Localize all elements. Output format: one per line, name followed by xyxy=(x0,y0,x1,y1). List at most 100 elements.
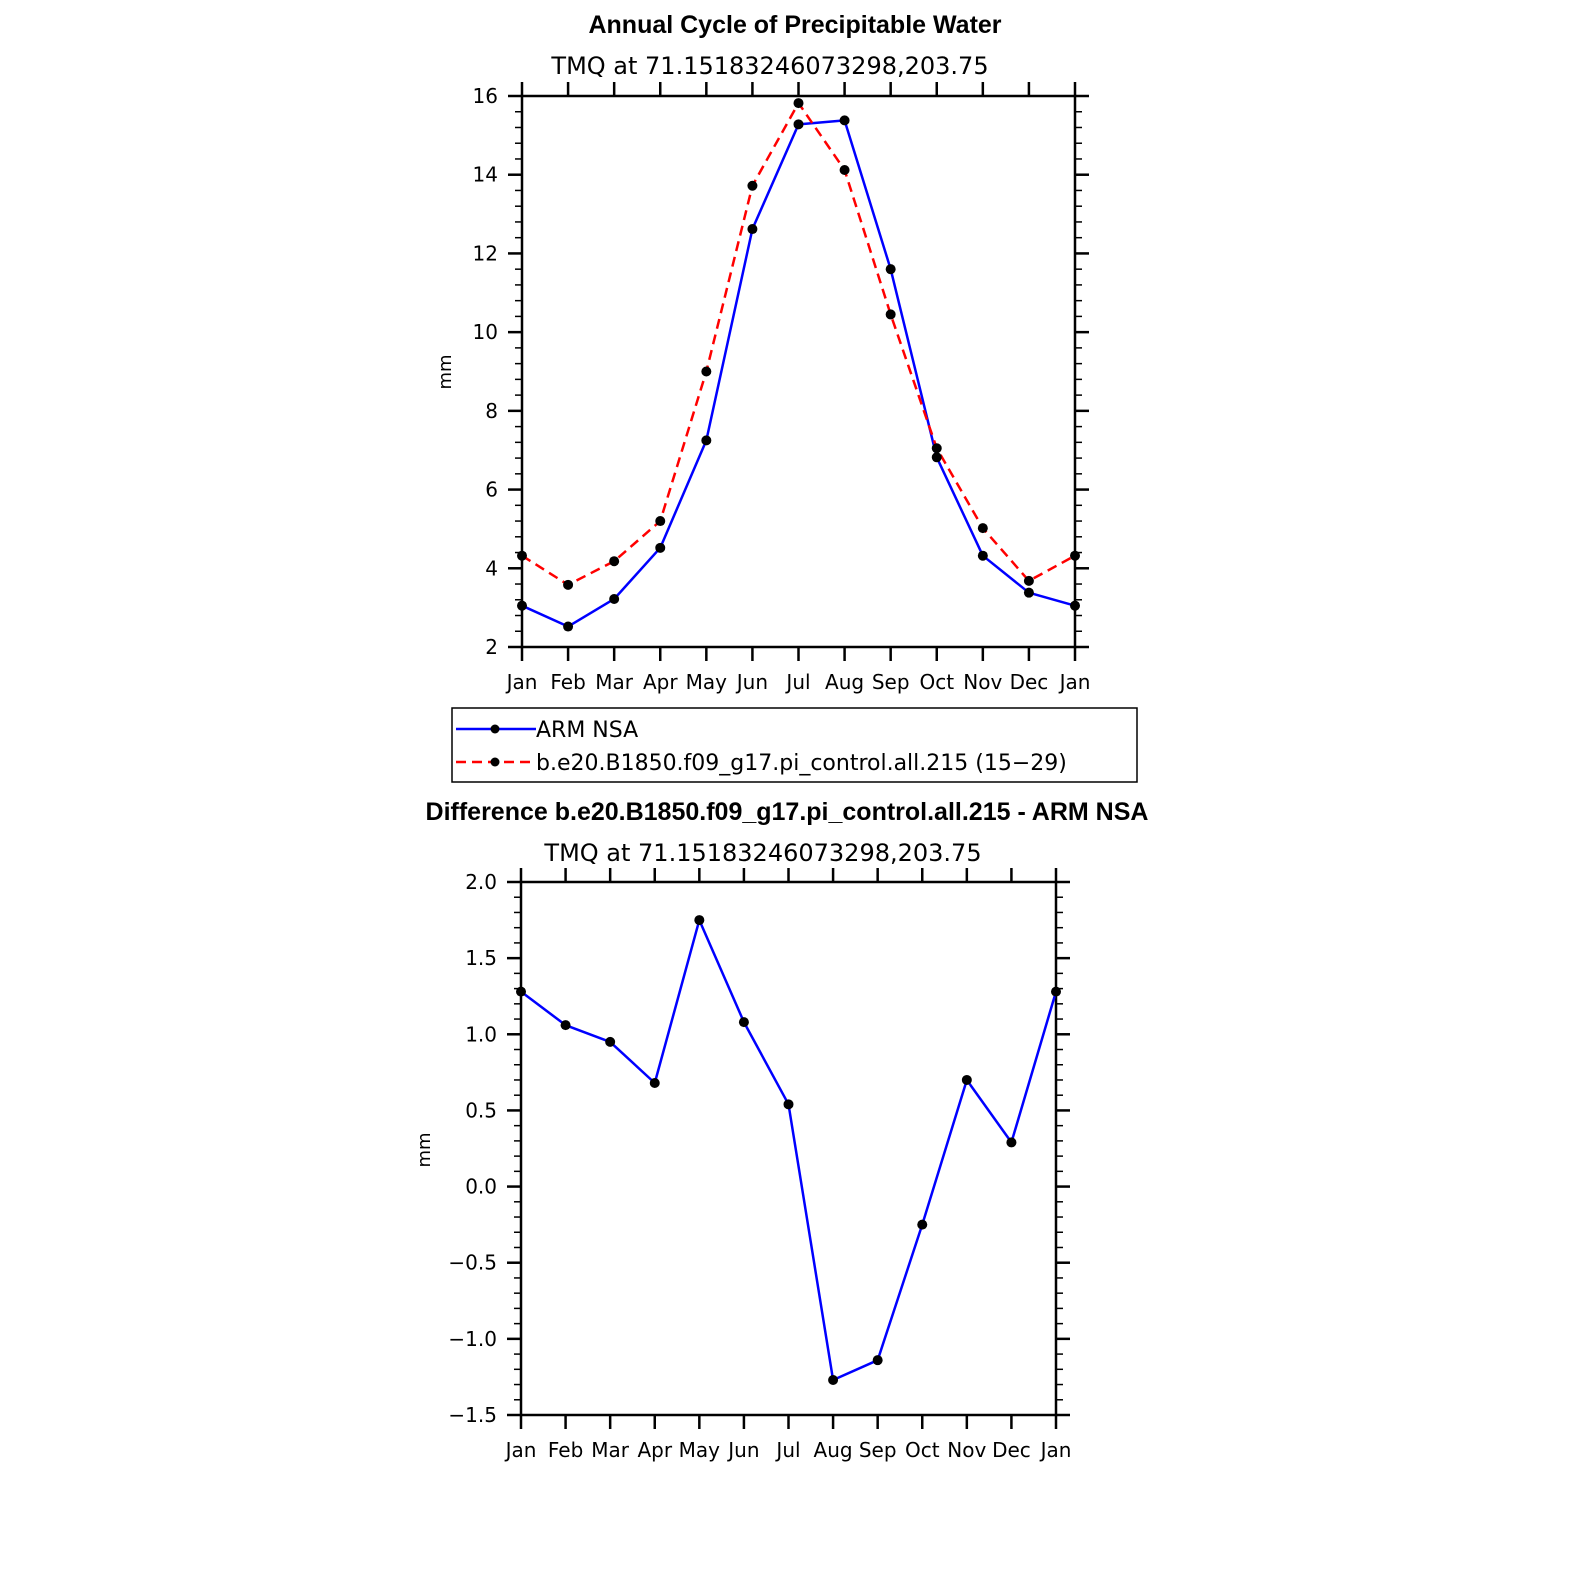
data-point-series0 xyxy=(517,600,527,611)
x-tick-label: Aug xyxy=(814,1438,853,1462)
data-point-series0 xyxy=(1006,1137,1017,1148)
data-point-series0 xyxy=(917,1219,928,1230)
x-tick-label: Jun xyxy=(726,1438,759,1462)
data-point-series1 xyxy=(1070,550,1080,561)
chart1-subtitle: TMQ at 71.15183246073298,203.75 xyxy=(550,52,988,80)
data-point-series0 xyxy=(605,1036,616,1047)
data-point-series1 xyxy=(517,550,527,561)
data-point-series1 xyxy=(977,523,988,534)
data-point-series0 xyxy=(793,119,804,130)
y-tick-label: 1.5 xyxy=(465,946,497,970)
annual-cycle-chart: Annual Cycle of Precipitable Water TMQ a… xyxy=(435,11,1138,783)
x-tick-label: Jan xyxy=(1039,1438,1072,1462)
data-point-series0 xyxy=(694,915,705,926)
legend-marker-arm-nsa xyxy=(490,724,500,734)
x-tick-label: Mar xyxy=(595,670,634,694)
data-point-series1 xyxy=(793,98,804,109)
y-tick-label: 4 xyxy=(485,556,498,580)
data-point-series1 xyxy=(1023,575,1034,586)
data-point-series1 xyxy=(885,309,896,320)
data-point-series0 xyxy=(516,986,526,997)
data-point-series1 xyxy=(701,366,712,377)
x-tick-label: Dec xyxy=(1010,670,1049,694)
x-tick-label: Feb xyxy=(548,1438,583,1462)
x-tick-label: Nov xyxy=(947,1438,986,1462)
series-line-0 xyxy=(521,119,1076,628)
data-point-series1 xyxy=(563,579,574,590)
x-tick-label: Feb xyxy=(550,670,585,694)
data-point-series0 xyxy=(649,1078,660,1089)
plot-frame xyxy=(519,880,1058,1417)
x-tick-label: Oct xyxy=(905,1438,940,1462)
y-tick-label: 14 xyxy=(473,163,498,187)
x-tick-label: Mar xyxy=(591,1438,630,1462)
x-tick-label: Sep xyxy=(872,670,910,694)
x-tick-label: Dec xyxy=(992,1438,1031,1462)
y-tick-label: 10 xyxy=(473,320,498,344)
data-point-series0 xyxy=(747,224,758,235)
x-tick-label: Jan xyxy=(504,1438,537,1462)
chart2-ylabel: mm xyxy=(414,1132,435,1167)
x-tick-label: Nov xyxy=(963,670,1002,694)
data-point-series0 xyxy=(839,115,850,126)
y-tick-label: 16 xyxy=(473,84,498,108)
data-point-series0 xyxy=(1051,986,1061,997)
y-tick-label: −0.5 xyxy=(448,1251,497,1275)
y-tick-label: 2.0 xyxy=(465,870,497,894)
y-tick-label: 12 xyxy=(473,241,498,265)
chart2-subtitle: TMQ at 71.15183246073298,203.75 xyxy=(543,839,981,867)
x-tick-label: Apr xyxy=(637,1438,672,1462)
legend-label-arm-nsa: ARM NSA xyxy=(536,718,638,743)
x-tick-label: Jan xyxy=(505,670,538,694)
y-tick-label: 1.0 xyxy=(465,1022,497,1046)
x-tick-label: Jun xyxy=(735,670,768,694)
data-point-series0 xyxy=(563,621,574,632)
x-tick-label: Jul xyxy=(784,670,810,694)
data-point-series1 xyxy=(655,516,666,527)
x-tick-label: Jul xyxy=(774,1438,800,1462)
data-point-series0 xyxy=(977,550,988,561)
data-point-series0 xyxy=(738,1017,749,1028)
data-point-series0 xyxy=(783,1099,794,1110)
chart2-series xyxy=(516,915,1061,1385)
difference-chart: Difference b.e20.B1850.f09_g17.pi_contro… xyxy=(414,798,1148,1462)
y-tick-label: 8 xyxy=(485,399,498,423)
y-tick-label: −1.5 xyxy=(448,1403,497,1427)
data-point-series0 xyxy=(961,1074,972,1085)
chart1-title: Annual Cycle of Precipitable Water xyxy=(588,11,1001,39)
data-point-series0 xyxy=(885,264,896,275)
y-tick-label: 0.0 xyxy=(465,1175,497,1199)
legend-label-model: b.e20.B1850.f09_g17.pi_control.all.215 (… xyxy=(536,751,1067,776)
chart1-axes: Jan Feb Mar Apr May Jun Jul Aug Sep Oct Nov Dec Jan 2… xyxy=(473,82,1091,694)
x-tick-label: Jan xyxy=(1058,670,1091,694)
data-point-series0 xyxy=(828,1374,839,1385)
data-point-series0 xyxy=(560,1020,571,1031)
y-tick-label: −1.0 xyxy=(448,1327,497,1351)
y-tick-label: 2 xyxy=(485,635,498,659)
x-tick-label: May xyxy=(686,670,728,694)
chart2-title: Difference b.e20.B1850.f09_g17.pi_contro… xyxy=(426,798,1149,826)
series-line-0 xyxy=(520,918,1058,1382)
data-point-series1 xyxy=(839,164,850,175)
x-tick-label: Aug xyxy=(825,670,864,694)
legend-marker-model xyxy=(490,757,500,767)
chart2-axes: Jan Feb Mar Apr May Jun Jul Aug Sep Oct Nov Dec Jan−… xyxy=(448,868,1071,1462)
data-point-series1 xyxy=(609,556,620,567)
x-tick-label: Oct xyxy=(919,670,954,694)
chart1-series xyxy=(517,98,1080,632)
data-point-series0 xyxy=(655,542,666,553)
data-point-series1 xyxy=(747,180,758,191)
legend-box xyxy=(451,707,1138,783)
data-point-series0 xyxy=(609,593,620,604)
data-point-series0 xyxy=(1070,600,1080,611)
x-tick-label: Apr xyxy=(643,670,678,694)
y-tick-label: 6 xyxy=(485,478,498,502)
data-point-series0 xyxy=(872,1355,883,1366)
chart1-legend: ARM NSA b.e20.B1850.f09_g17.pi_control.a… xyxy=(451,707,1138,783)
data-point-series0 xyxy=(701,435,712,446)
data-point-series1 xyxy=(931,443,942,454)
data-point-series0 xyxy=(931,452,942,463)
x-tick-label: Sep xyxy=(859,1438,897,1462)
series-line-1 xyxy=(521,101,1076,587)
